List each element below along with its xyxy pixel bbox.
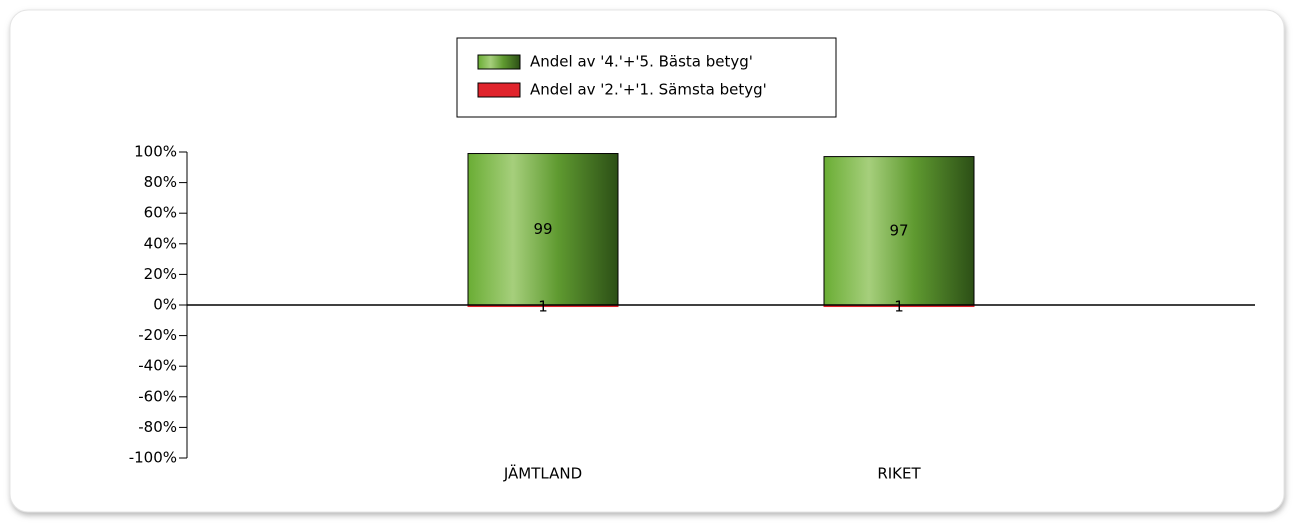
- value-label: 1: [538, 298, 548, 316]
- value-label: 1: [894, 298, 904, 316]
- y-tick-label: -80%: [138, 418, 177, 436]
- y-tick-label: 40%: [144, 234, 177, 252]
- value-label: 97: [889, 221, 908, 239]
- y-tick-label: 20%: [144, 265, 177, 283]
- legend-swatch: [477, 54, 521, 70]
- legend-label: Andel av '2.'+'1. Sämsta betyg': [530, 81, 767, 99]
- y-tick-label: 0%: [153, 296, 177, 314]
- y-tick-label: -100%: [129, 449, 177, 467]
- value-label: 99: [533, 220, 552, 238]
- y-tick-label: 60%: [144, 204, 177, 222]
- bar: [823, 156, 975, 306]
- x-tick-label: RIKET: [877, 465, 921, 483]
- y-tick-label: 100%: [134, 143, 177, 161]
- legend-swatch: [477, 82, 521, 98]
- y-tick-label: -20%: [138, 326, 177, 344]
- y-tick-label: -60%: [138, 387, 177, 405]
- panel: [9, 9, 1285, 513]
- x-tick-label: JÄMTLAND: [503, 464, 582, 483]
- legend-box: [456, 37, 837, 118]
- legend-label: Andel av '4.'+'5. Bästa betyg': [530, 53, 753, 71]
- bar: [467, 153, 619, 306]
- y-tick-label: -40%: [138, 357, 177, 375]
- y-tick-label: 80%: [144, 173, 177, 191]
